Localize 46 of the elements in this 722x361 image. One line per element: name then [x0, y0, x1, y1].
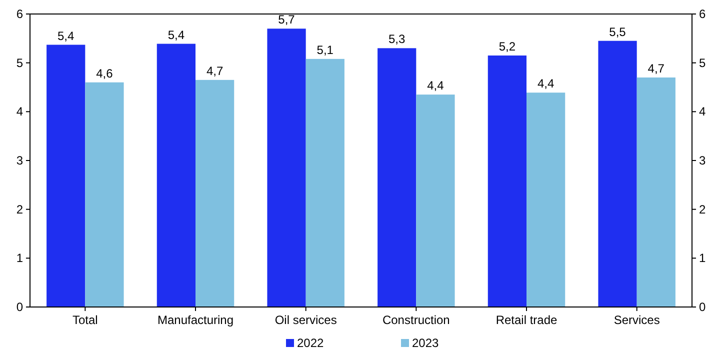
y2-tick-label: 3 [699, 154, 706, 168]
y2-tick-label: 5 [699, 56, 706, 70]
bar [196, 80, 234, 307]
bar [306, 58, 344, 307]
y-tick-label: 4 [16, 104, 24, 119]
y2-tick-label: 2 [699, 202, 706, 216]
data-label: 4,4 [427, 78, 444, 93]
y2-tick-label: 6 [699, 7, 706, 21]
y-tick-label: 1 [16, 251, 24, 266]
data-label: 4,7 [648, 61, 665, 76]
y-tick-label: 0 [16, 300, 24, 314]
y2-tick-label: 1 [699, 251, 706, 266]
x-tick-label: Total [72, 313, 98, 327]
bar [267, 28, 306, 307]
x-tick-label: Services [614, 313, 660, 327]
x-tick-label: Construction [382, 313, 450, 327]
data-label: 4,7 [206, 64, 224, 78]
y-tick-label: 6 [16, 7, 24, 21]
x-tick-label: Oil services [274, 313, 337, 327]
data-label: 5,7 [278, 12, 296, 27]
x-tick-label: Manufacturing [157, 313, 234, 327]
data-label: 5,4 [168, 28, 185, 42]
y-tick-label: 2 [16, 202, 24, 216]
bar [636, 77, 676, 307]
bar [416, 94, 455, 307]
legend-label: 2023 [412, 336, 440, 350]
bar [46, 44, 86, 307]
data-label: 5,2 [498, 40, 516, 54]
y2-tick-label: 0 [699, 300, 706, 314]
x-tick-label: Retail trade [496, 313, 558, 327]
data-label: 4,4 [537, 76, 554, 91]
data-label: 5,5 [609, 24, 626, 39]
bar [526, 92, 566, 307]
y-tick-label: 5 [16, 56, 24, 70]
data-label: 4,6 [96, 66, 114, 80]
bar [156, 44, 196, 307]
data-label: 5,1 [316, 42, 334, 57]
bar [488, 56, 526, 307]
bar [85, 82, 124, 307]
y2-tick-label: 4 [699, 104, 706, 119]
y-tick-label: 3 [16, 154, 24, 168]
bar [378, 48, 416, 307]
legend-label: 2022 [297, 336, 324, 350]
data-label: 5,3 [388, 32, 406, 46]
data-label: 5,4 [58, 28, 75, 43]
bar [598, 40, 637, 307]
